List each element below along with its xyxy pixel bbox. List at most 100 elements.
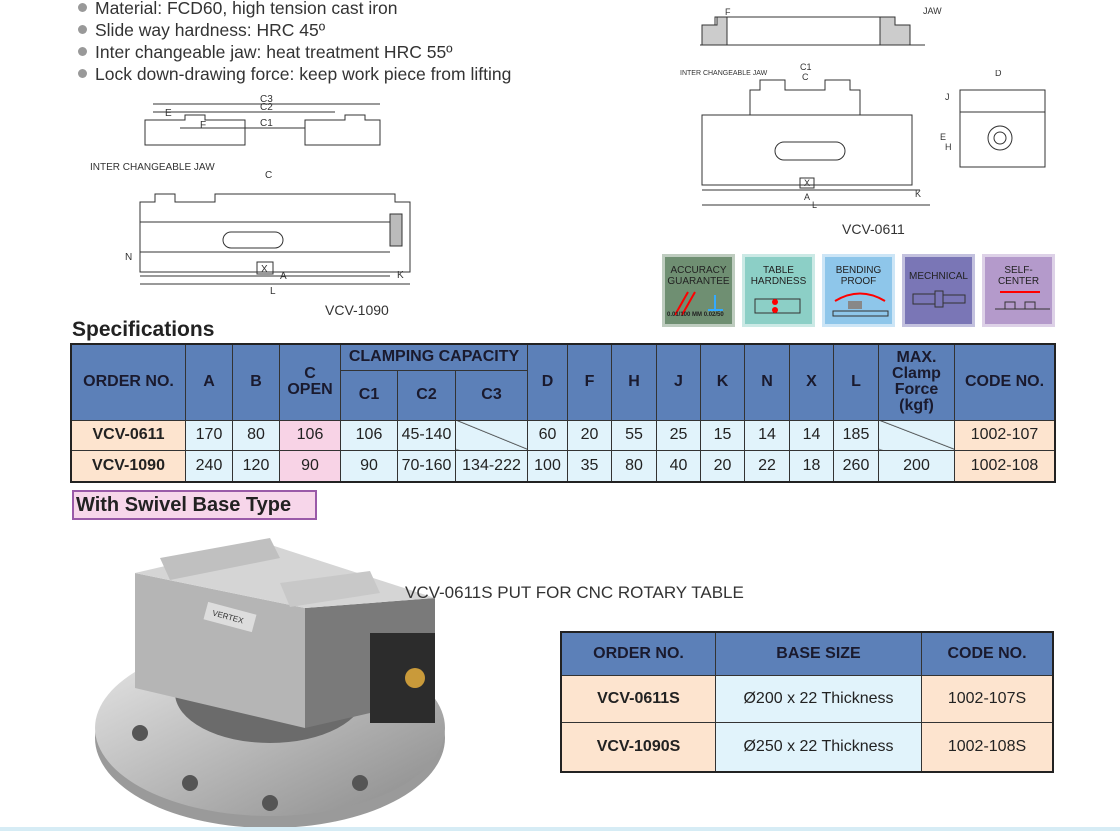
svg-text:C1: C1 [260, 118, 273, 129]
svg-text:A: A [804, 192, 810, 202]
table-cell: 120 [232, 450, 280, 483]
bottom-rule [0, 827, 1120, 831]
col-c-open: C OPEN [279, 343, 341, 421]
table-cell: VCV-1090 [70, 450, 186, 483]
col-l: L [833, 343, 879, 421]
svg-text:X: X [804, 178, 810, 188]
table-cell: 185 [833, 419, 879, 452]
col-code: CODE NO. [954, 343, 1056, 421]
feature-material: Material: FCD60, high tension cast iron [78, 0, 398, 19]
feature-jaw: Inter changeable jaw: heat treatment HRC… [78, 42, 453, 63]
svg-text:C3: C3 [260, 94, 273, 105]
svg-text:D: D [995, 70, 1002, 78]
col-code: CODE NO. [921, 631, 1054, 676]
table-cell: 90 [340, 450, 398, 483]
col-k: K [700, 343, 745, 421]
table-hardness-icon: TABLE HARDNESS [742, 254, 815, 327]
svg-text:F: F [200, 120, 206, 131]
table-cell: 240 [185, 450, 233, 483]
svg-text:J: J [945, 92, 950, 102]
swivel-vise-photo: VERTEX [95, 538, 445, 828]
feature-lock: Lock down-drawing force: keep work piece… [78, 64, 511, 85]
svg-text:K: K [915, 189, 921, 199]
feature-hardness: Slide way hardness: HRC 45º [78, 20, 325, 41]
vcv-0611-side-drawing: D EH J [940, 70, 1046, 168]
specifications-heading: Specifications [72, 318, 215, 341]
vcv-0611-drawing: F JAW INTER CHANGEABLE JAW C1C AL K X [680, 6, 942, 210]
svg-text:X: X [261, 264, 268, 275]
table-cell: VCV-0611S [560, 674, 716, 724]
col-order: ORDER NO. [560, 631, 716, 676]
svg-text:E: E [165, 108, 172, 119]
svg-text:K: K [397, 270, 404, 281]
table-row: VCV-1090S Ø250 x 22 Thickness 1002-108S [560, 722, 1054, 773]
col-c2: C2 [397, 369, 456, 421]
svg-text:C: C [265, 170, 272, 181]
col-b: B [232, 343, 280, 421]
swivel-table: ORDER NO. BASE SIZE CODE NO. VCV-0611S Ø200… [560, 631, 1054, 773]
col-c3: C3 [455, 369, 528, 421]
col-base-size: BASE SIZE [715, 631, 922, 676]
specifications-table: ORDER NO. A B C OPEN CLAMPING CAPACITY D… [70, 343, 1056, 483]
accuracy-guarantee-icon: ACCURACY GUARANTEE 0.01/100 MM 0.02/50 [662, 254, 735, 327]
col-clamping-capacity: CLAMPING CAPACITY [340, 343, 528, 371]
table-cell: 170 [185, 419, 233, 452]
table-cell: 100 [527, 450, 568, 483]
table-cell: 106 [279, 419, 341, 452]
col-d: D [527, 343, 568, 421]
table-cell: 1002-108 [954, 450, 1056, 483]
table-cell: 1002-108S [921, 722, 1054, 773]
svg-text:C: C [802, 72, 809, 82]
svg-text:JAW: JAW [923, 6, 942, 16]
table-row: VCV-0611S Ø200 x 22 Thickness 1002-107S [560, 674, 1054, 724]
table-cell: 35 [567, 450, 612, 483]
table-cell: 15 [700, 419, 745, 452]
col-h: H [611, 343, 657, 421]
table-cell: 20 [700, 450, 745, 483]
table-cell: 18 [789, 450, 834, 483]
svg-text:N: N [125, 252, 132, 263]
table-cell: 14 [789, 419, 834, 452]
table-cell: 80 [232, 419, 280, 452]
svg-text:E: E [940, 132, 946, 142]
bending-proof-icon: BENDING PROOF [822, 254, 895, 327]
table-cell: 40 [656, 450, 701, 483]
col-j: J [656, 343, 701, 421]
jaw-label-1090: INTER CHANGEABLE JAW [90, 162, 215, 173]
swivel-base-heading: With Swivel Base Type [72, 490, 317, 520]
svg-text:C1: C1 [800, 62, 812, 72]
table-cell: 200 [878, 450, 955, 483]
col-x: X [789, 343, 834, 421]
empty-cell [878, 419, 955, 452]
col-order: ORDER NO. [70, 343, 186, 421]
col-c1: C1 [340, 369, 398, 421]
vcv-1090-title: VCV-1090 [325, 302, 389, 318]
empty-cell [455, 419, 528, 452]
swivel-caption: VCV-0611S PUT FOR CNC ROTARY TABLE [405, 583, 744, 602]
svg-text:L: L [270, 286, 276, 297]
table-cell: VCV-1090S [560, 722, 716, 773]
table-row: VCV-0611 170 80 106 106 45-140 60 20 55 25 15 14 1… [70, 419, 1056, 452]
svg-text:F: F [725, 7, 731, 17]
table-cell: 260 [833, 450, 879, 483]
table-cell: 20 [567, 419, 612, 452]
jaw-label-0611: INTER CHANGEABLE JAW [680, 70, 768, 77]
col-max-clamp-force: MAX. Clamp Force (kgf) [878, 343, 955, 421]
table-cell: 80 [611, 450, 657, 483]
self-center-icon: SELF-CENTER [982, 254, 1055, 327]
svg-text:L: L [812, 200, 817, 210]
table-cell: 1002-107S [921, 674, 1054, 724]
table-cell: 14 [744, 419, 790, 452]
table-cell: 45-140 [397, 419, 456, 452]
table-row: VCV-1090 240 120 90 90 70-160 134-222 100 35 80… [70, 450, 1056, 483]
table-cell: 70-160 [397, 450, 456, 483]
table-cell: 1002-107 [954, 419, 1056, 452]
table-cell: 22 [744, 450, 790, 483]
vcv-0611-title: VCV-0611 [842, 221, 905, 237]
table-cell: 134-222 [455, 450, 528, 483]
svg-text:H: H [945, 142, 952, 152]
svg-text:A: A [280, 271, 287, 282]
table-cell: 90 [279, 450, 341, 483]
table-cell: Ø250 x 22 Thickness [715, 722, 922, 773]
